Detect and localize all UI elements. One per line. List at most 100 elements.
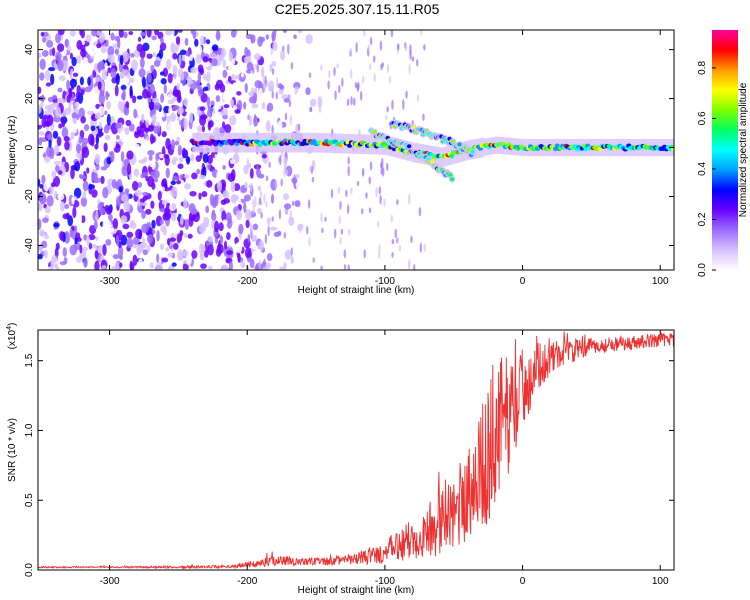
noise-cell (270, 47, 274, 56)
noise-cell (423, 44, 426, 51)
noise-cell (247, 114, 250, 121)
noise-cell (343, 249, 346, 259)
noise-cell (283, 156, 288, 168)
noise-cell (339, 200, 342, 211)
noise-cell (79, 76, 84, 86)
noise-cell (96, 62, 103, 71)
noise-cell (196, 125, 203, 133)
noise-cell (151, 229, 156, 235)
noise-cell (177, 163, 184, 170)
noise-cell (254, 196, 257, 208)
noise-cell (212, 110, 216, 121)
noise-cell (53, 160, 61, 166)
noise-cell (151, 35, 157, 41)
noise-cell (184, 108, 192, 113)
noise-cell (94, 112, 102, 120)
noise-cell (215, 30, 221, 41)
noise-cell (390, 30, 394, 38)
noise-cell (160, 77, 167, 85)
colorbar: 0.0 0.2 0.4 0.6 0.8 Normalized spectral ampl… (697, 30, 749, 277)
noise-cell (277, 83, 283, 89)
noise-cell (333, 228, 337, 239)
noise-cell (159, 42, 167, 51)
noise-cell (373, 73, 376, 83)
y-tick-label: -20 (24, 189, 35, 204)
noise-cell (141, 201, 148, 207)
noise-cell (51, 102, 59, 108)
noise-cell (226, 232, 231, 241)
noise-cell (72, 72, 79, 78)
noise-cell (147, 150, 155, 156)
noise-cell (310, 98, 317, 107)
noise-cell (199, 253, 205, 261)
noise-cell (122, 88, 126, 101)
noise-cell (120, 151, 125, 163)
noise-cell (41, 49, 49, 57)
noise-cell (110, 150, 115, 163)
noise-cell (69, 228, 74, 238)
noise-cell (61, 127, 69, 139)
noise-cell (290, 62, 294, 70)
noise-cell (94, 143, 99, 150)
noise-cell (104, 134, 111, 141)
noise-cell (168, 266, 173, 270)
noise-cell (141, 76, 146, 88)
noise-cell (248, 96, 257, 104)
noise-cell (126, 163, 132, 176)
noise-cell (386, 106, 389, 113)
noise-cell (81, 215, 86, 224)
noise-cell (145, 136, 150, 141)
y-tick-label: 0.0 (24, 563, 35, 577)
noise-cell (338, 215, 341, 225)
noise-cell (98, 92, 106, 105)
noise-cell (155, 90, 160, 99)
noise-cell (261, 102, 266, 110)
noise-cell (42, 217, 49, 223)
y-tick-label: 20 (24, 93, 35, 105)
colorbar-tick-label: 0.2 (697, 212, 708, 226)
noise-cell (105, 90, 109, 101)
noise-cell (260, 190, 263, 198)
noise-cell (165, 138, 171, 150)
noise-cell (114, 48, 119, 55)
noise-cell (220, 199, 227, 206)
noise-cell (215, 95, 221, 103)
y-tick-label: -40 (24, 238, 35, 253)
noise-cell (51, 47, 56, 57)
noise-cell (171, 30, 175, 38)
noise-cell (165, 58, 172, 71)
noise-cell (71, 112, 78, 119)
noise-cell (39, 193, 47, 205)
noise-cell (154, 40, 161, 47)
noise-cell (244, 82, 248, 94)
noise-cell (76, 84, 81, 94)
branch-cell (406, 144, 412, 149)
noise-cell (284, 203, 292, 210)
noise-cell (118, 241, 122, 249)
noise-cell (70, 43, 74, 52)
noise-cell (119, 54, 124, 66)
noise-cell (183, 198, 188, 210)
noise-cell (69, 244, 77, 256)
noise-cell (145, 208, 152, 215)
noise-cell (77, 92, 84, 104)
noise-cell (141, 172, 149, 177)
noise-cell (159, 71, 165, 76)
noise-cell (184, 37, 189, 46)
noise-cell (231, 73, 236, 81)
noise-cell (87, 76, 92, 86)
noise-cell (293, 82, 301, 90)
noise-cell (277, 120, 283, 132)
noise-cell (221, 264, 228, 270)
noise-cell (148, 161, 156, 168)
noise-cell (115, 72, 120, 85)
noise-cell (222, 59, 227, 69)
noise-cell (137, 36, 142, 42)
noise-cell (106, 113, 111, 126)
noise-cell (248, 115, 253, 126)
noise-cell (142, 249, 148, 256)
noise-cell (368, 207, 372, 214)
noise-cell (265, 200, 268, 208)
noise-cell (55, 242, 60, 251)
noise-cell (396, 199, 399, 206)
